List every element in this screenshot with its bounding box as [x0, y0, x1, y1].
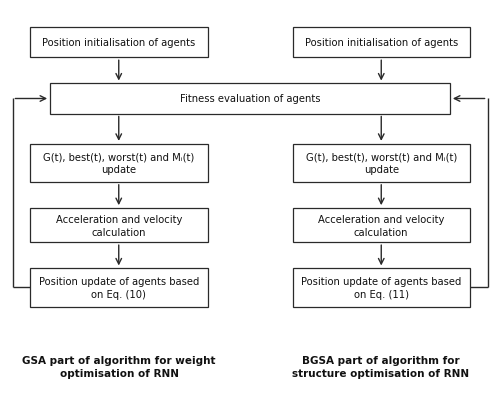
FancyBboxPatch shape — [30, 28, 208, 58]
FancyBboxPatch shape — [292, 269, 470, 307]
FancyBboxPatch shape — [30, 209, 208, 243]
Text: Acceleration and velocity
calculation: Acceleration and velocity calculation — [56, 214, 182, 237]
Text: G(t), best(t), worst(t) and Mᵢ(t)
update: G(t), best(t), worst(t) and Mᵢ(t) update — [43, 152, 195, 175]
Text: BGSA part of algorithm for
structure optimisation of RNN: BGSA part of algorithm for structure opt… — [292, 355, 470, 379]
Text: Position initialisation of agents: Position initialisation of agents — [42, 38, 196, 48]
Text: Position update of agents based
on Eq. (10): Position update of agents based on Eq. (… — [38, 276, 199, 299]
Text: Acceleration and velocity
calculation: Acceleration and velocity calculation — [318, 214, 444, 237]
Text: G(t), best(t), worst(t) and Mᵢ(t)
update: G(t), best(t), worst(t) and Mᵢ(t) update — [306, 152, 457, 175]
FancyBboxPatch shape — [50, 84, 450, 114]
Text: GSA part of algorithm for weight
optimisation of RNN: GSA part of algorithm for weight optimis… — [22, 355, 216, 379]
Text: Fitness evaluation of agents: Fitness evaluation of agents — [180, 94, 320, 104]
FancyBboxPatch shape — [292, 209, 470, 243]
Text: Position initialisation of agents: Position initialisation of agents — [304, 38, 458, 48]
FancyBboxPatch shape — [30, 144, 208, 182]
FancyBboxPatch shape — [30, 269, 208, 307]
Text: Position update of agents based
on Eq. (11): Position update of agents based on Eq. (… — [301, 276, 462, 299]
FancyBboxPatch shape — [292, 28, 470, 58]
FancyBboxPatch shape — [292, 144, 470, 182]
